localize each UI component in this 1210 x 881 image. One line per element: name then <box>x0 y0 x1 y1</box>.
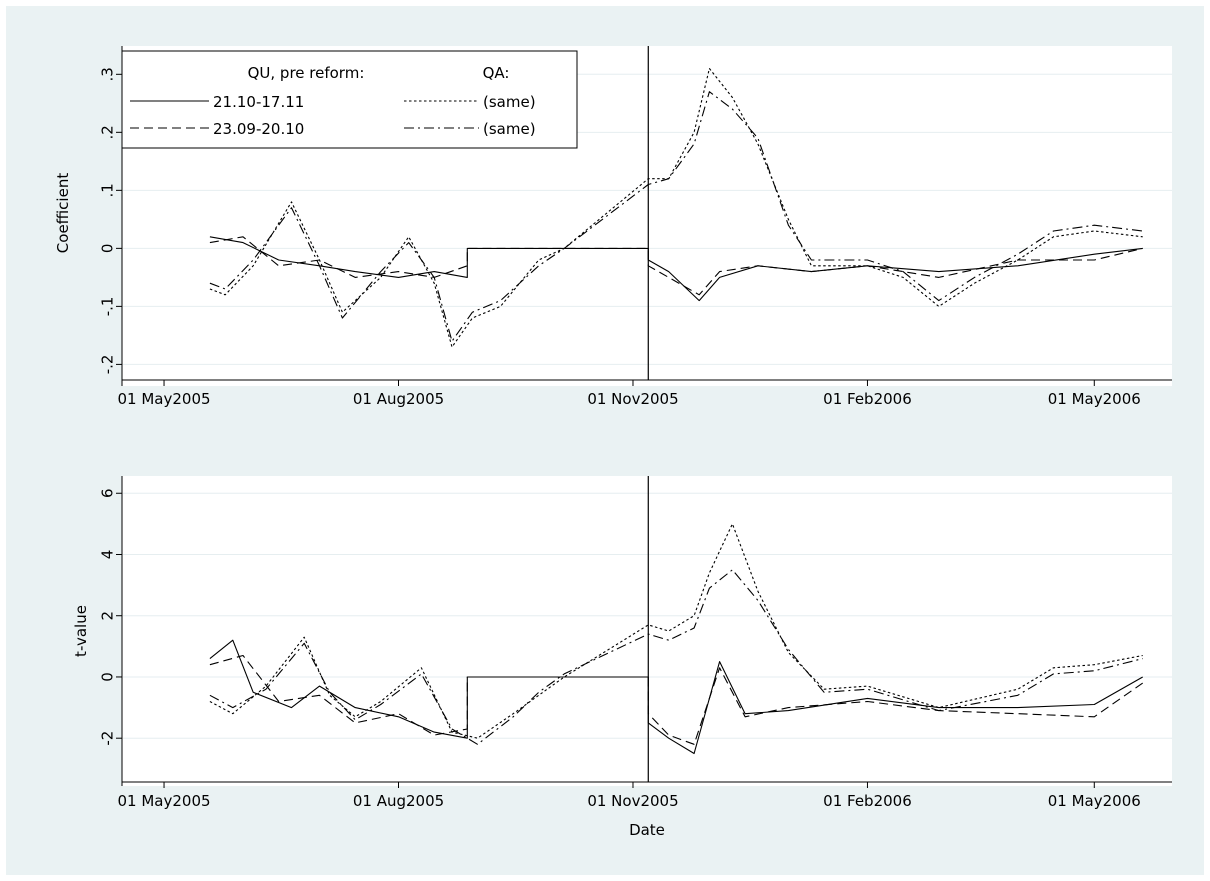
coefficient-series-dashdot <box>209 91 1143 342</box>
legend-qu-header: QU, pre reform: <box>248 64 365 82</box>
legend-entry-0: 21.10-17.11 <box>213 93 304 111</box>
coefficient-y-tick-label: .2 <box>99 125 117 139</box>
coefficient-x-tick-label: 01 Feb2006 <box>823 390 912 408</box>
t-value-y-ticks: -2 0 2 4 6 <box>99 488 122 746</box>
t-value-y-tick-label: 4 <box>99 550 117 560</box>
coefficient-series-dashed <box>209 236 1143 296</box>
legend-entry-1: 23.09-20.10 <box>213 120 304 138</box>
coefficient-y-tick-label: -.1 <box>99 297 117 317</box>
legend-entry-3: (same) <box>483 120 536 138</box>
t-value-y-tick-label: 2 <box>99 611 117 621</box>
t-value-x-tick-label: 01 Aug2005 <box>353 792 444 810</box>
coefficient-series-group <box>209 67 1143 348</box>
t-value-y-tick-label: -2 <box>99 731 117 746</box>
t-value-x-tick-label: 01 May2005 <box>118 792 211 810</box>
x-axis-title: Date <box>629 821 665 839</box>
legend-entry-2: (same) <box>483 93 536 111</box>
t-value-series-group <box>209 523 1144 755</box>
figure-background: -.2 -.1 0 .1 .2 .3 01 May2005 01 Aug2005 01 Nov… <box>6 6 1204 875</box>
t-value-y-axis-title: t-value <box>72 605 90 657</box>
coefficient-y-tick-label: .3 <box>99 67 117 81</box>
coefficient-y-tick-label: -.2 <box>99 355 117 375</box>
coefficient-y-tick-label: .1 <box>99 183 117 197</box>
chart-canvas: -.2 -.1 0 .1 .2 .3 01 May2005 01 Aug2005 01 Nov… <box>54 46 1172 839</box>
coefficient-panel: -.2 -.1 0 .1 .2 .3 01 May2005 01 Aug2005 01 Nov… <box>54 46 1172 408</box>
coefficient-x-tick-label: 01 May2005 <box>118 390 211 408</box>
legend-qa-header: QA: <box>483 64 510 82</box>
t-value-plot-area <box>122 476 1172 786</box>
t-value-series-dotted <box>209 523 1143 739</box>
t-value-y-tick-label: 0 <box>99 672 117 682</box>
t-value-x-tick-label: 01 May2006 <box>1048 792 1141 810</box>
t-value-y-tick-label: 6 <box>99 488 117 498</box>
coefficient-x-tick-label: 01 May2006 <box>1048 390 1141 408</box>
coefficient-y-axis-title: Coefficient <box>54 173 72 254</box>
coefficient-x-tick-label: 01 Nov2005 <box>587 390 678 408</box>
coefficient-x-ticks: 01 May2005 01 Aug2005 01 Nov2005 01 Feb2006… <box>118 380 1141 408</box>
t-value-x-tick-label: 01 Nov2005 <box>587 792 678 810</box>
coefficient-x-tick-label: 01 Aug2005 <box>353 390 444 408</box>
legend-box <box>121 50 578 149</box>
coefficient-y-ticks: -.2 -.1 0 .1 .2 .3 <box>99 67 122 375</box>
coefficient-y-tick-label: 0 <box>99 244 117 254</box>
t-value-series-dashdot <box>209 569 1143 745</box>
t-value-x-tick-label: 01 Feb2006 <box>823 792 912 810</box>
legend: QU, pre reform: QA: 21.10-17.11 23.09-20… <box>121 50 578 149</box>
t-value-x-ticks: 01 May2005 01 Aug2005 01 Nov2005 01 Feb2006… <box>118 782 1141 810</box>
